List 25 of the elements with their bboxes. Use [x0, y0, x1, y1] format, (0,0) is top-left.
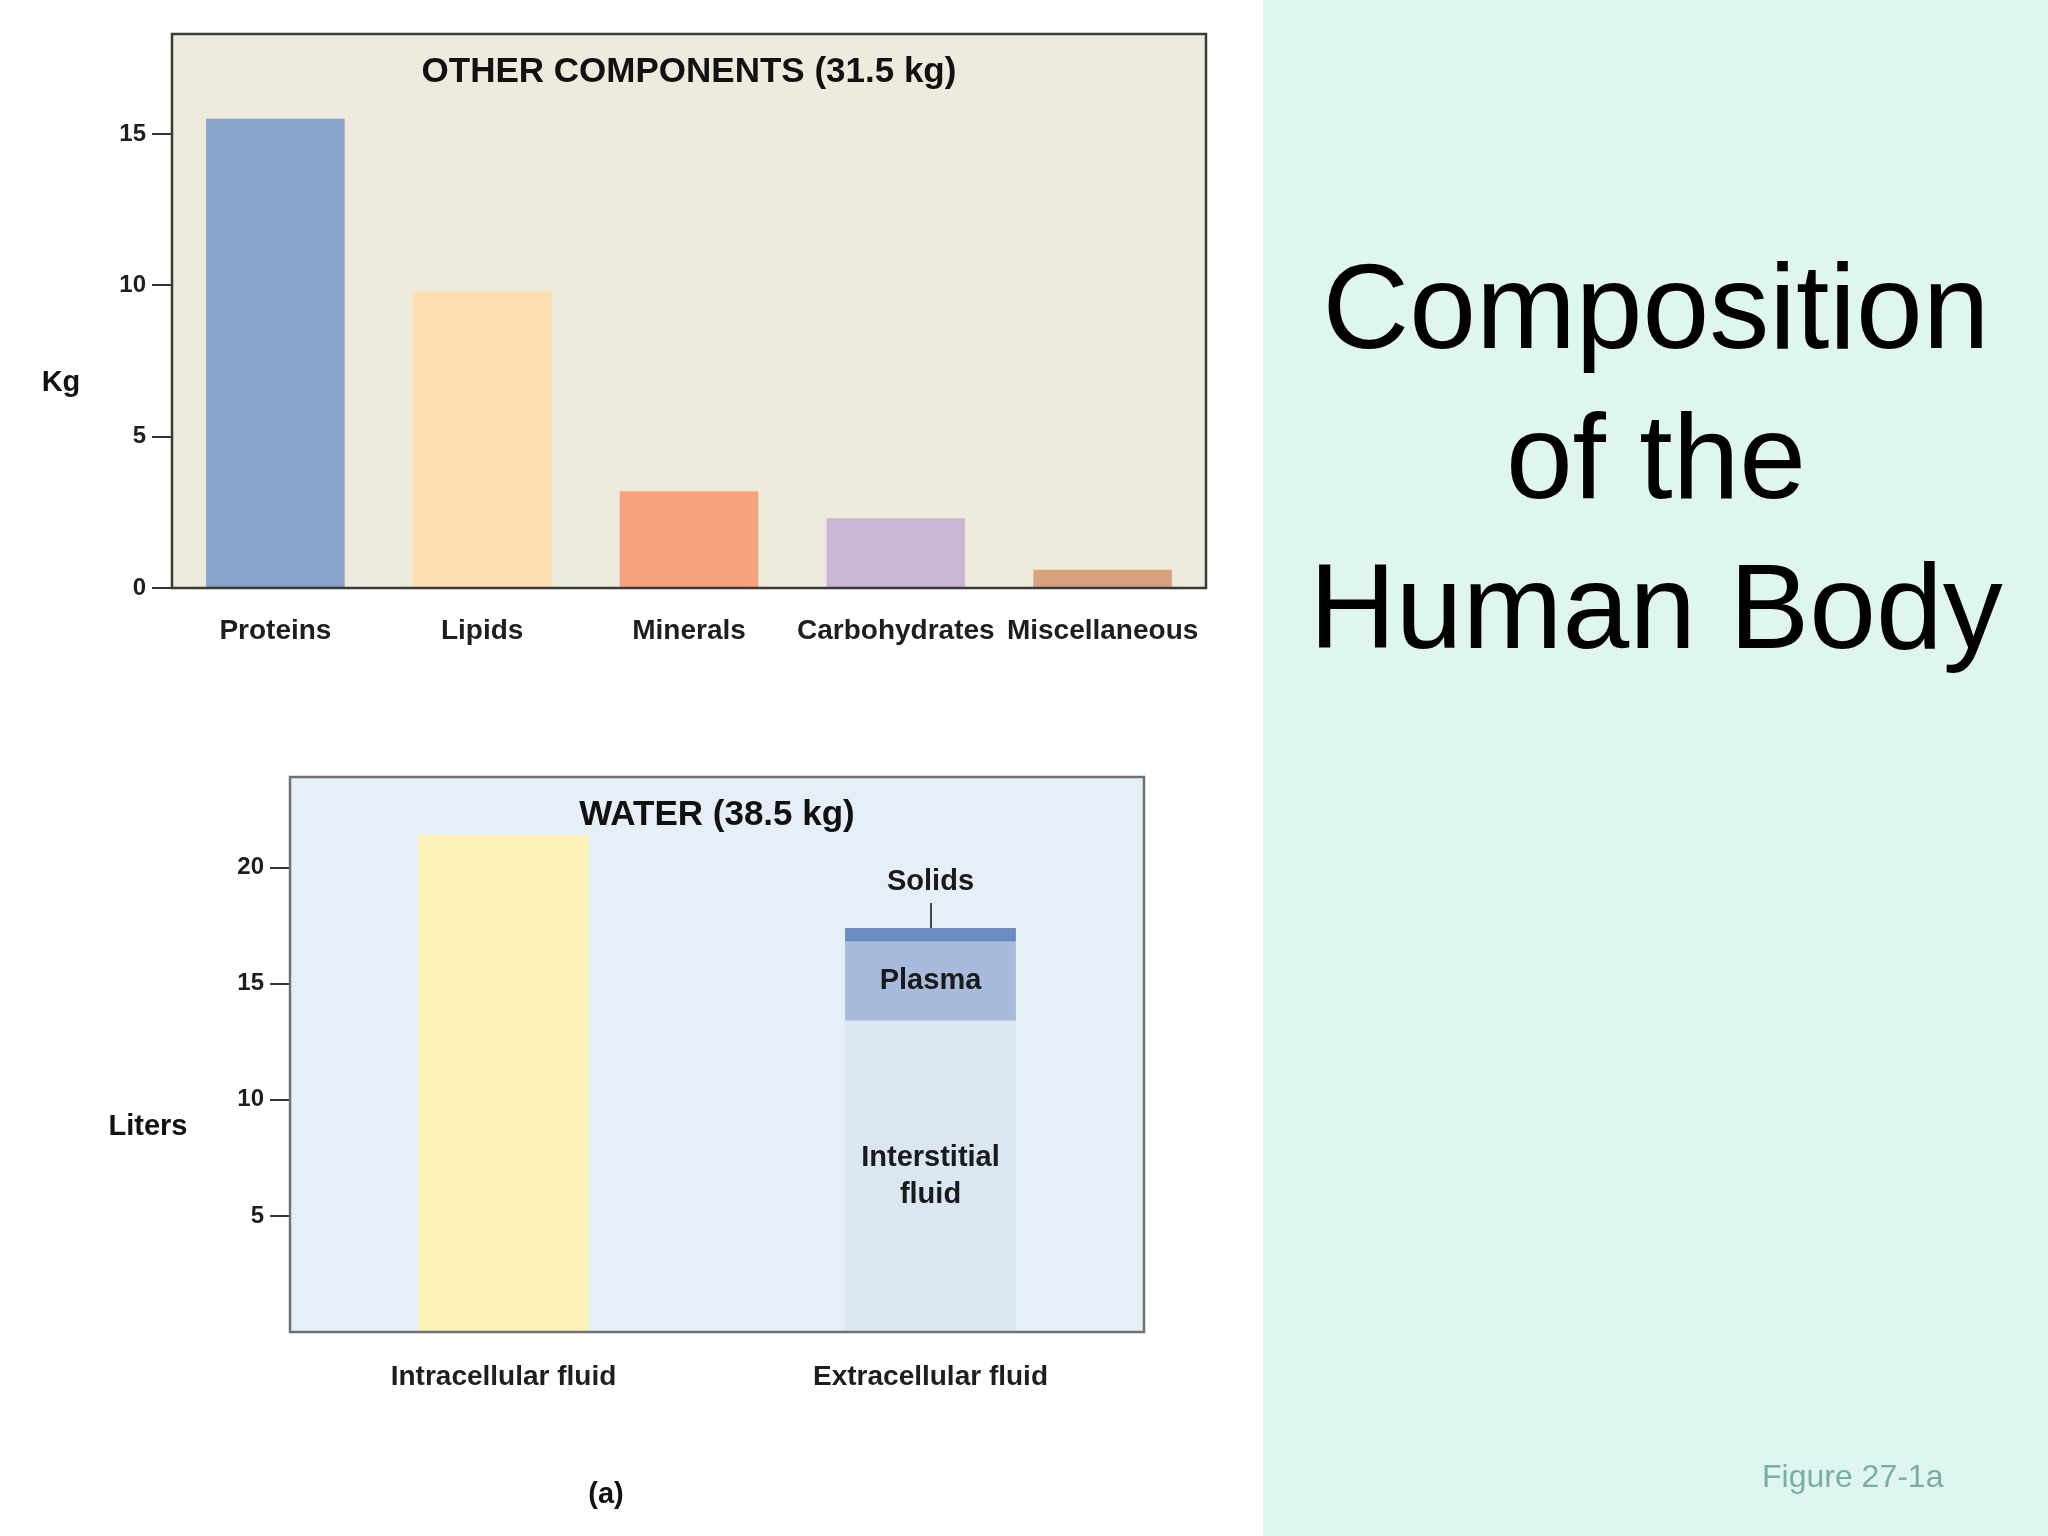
x-tick-label: Lipids [440, 613, 524, 645]
x-tick-label: Proteins [219, 613, 332, 645]
x-tick-label: Minerals [632, 613, 746, 645]
x-tick-label: Intracellular fluid [390, 1359, 617, 1391]
y-axis-title: Liters [108, 1108, 188, 1141]
y-tick-label: 20 [237, 852, 264, 880]
x-tick-label: Extracellular fluid [813, 1359, 1048, 1391]
series-label: Plasma [879, 963, 983, 996]
y-tick-label: 5 [250, 1200, 264, 1228]
x-tick-label: Carbohydrates [796, 613, 995, 645]
y-tick-label: 15 [237, 968, 264, 996]
x-tick-label: Miscellaneous [1006, 613, 1199, 645]
y-tick-label: 10 [237, 1084, 264, 1112]
text: Composition of the Human Body [1308, 238, 2004, 675]
text: WATER (38.5 kg) [579, 792, 855, 832]
text: OTHER COMPONENTS (31.5 kg) [421, 49, 957, 89]
y-axis-title: Kg [41, 365, 81, 398]
y-tick-label: 0 [132, 572, 146, 600]
y-tick-label: 5 [132, 421, 146, 449]
y-tick-label: 15 [119, 118, 146, 146]
text: (a) [588, 1477, 624, 1509]
series-label: Solids [886, 863, 975, 896]
caption: Figure 27-1a [1762, 1458, 1944, 1494]
y-tick-label: 10 [119, 269, 146, 297]
series-label: Interstitial fluid [861, 1140, 1000, 1209]
